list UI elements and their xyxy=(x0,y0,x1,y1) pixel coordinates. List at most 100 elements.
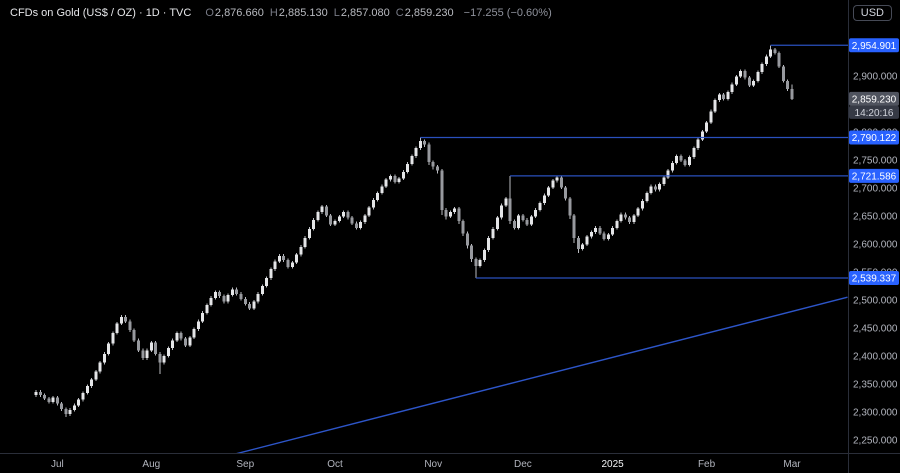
time-axis[interactable]: Jul Aug Sep Oct Nov Dec 2025 Feb Mar xyxy=(0,453,848,473)
candle xyxy=(401,170,405,181)
candle xyxy=(205,303,209,315)
candle xyxy=(68,408,72,416)
time-tick-label: Aug xyxy=(142,459,160,470)
candle xyxy=(269,267,273,280)
candle xyxy=(342,210,346,219)
candle xyxy=(683,158,687,167)
candle xyxy=(675,154,679,165)
candle xyxy=(491,227,495,240)
candle xyxy=(636,207,640,218)
candle xyxy=(769,45,773,59)
price-change: −17.255 (−0.60%) xyxy=(463,7,552,19)
candle xyxy=(137,338,141,353)
candle xyxy=(192,327,196,340)
candle xyxy=(722,92,726,101)
candle xyxy=(371,198,375,210)
time-tick-label: Nov xyxy=(424,459,442,470)
candle xyxy=(286,258,290,269)
candle xyxy=(354,221,358,230)
price-tick-label: 2,300.000 xyxy=(853,408,898,419)
candle xyxy=(487,236,491,252)
price-tick-label: 2,500.000 xyxy=(853,296,898,307)
candle xyxy=(230,287,234,297)
candle xyxy=(158,352,162,374)
candle xyxy=(43,393,47,401)
candle xyxy=(380,184,384,195)
candle xyxy=(431,160,435,170)
candle xyxy=(81,391,85,402)
candle xyxy=(273,259,277,271)
candle xyxy=(512,219,516,230)
candle xyxy=(367,205,371,218)
currency-unit-button[interactable]: USD xyxy=(852,5,892,21)
price-level-badge: 2,954.901 xyxy=(849,38,899,53)
candle xyxy=(773,48,777,55)
trendline[interactable] xyxy=(211,296,848,460)
candle xyxy=(248,302,252,311)
candle xyxy=(606,232,610,241)
candle xyxy=(60,401,64,411)
candle xyxy=(166,346,170,358)
plot-area[interactable] xyxy=(34,44,849,460)
candle xyxy=(504,196,508,208)
candle xyxy=(623,212,627,220)
candle xyxy=(218,290,222,298)
candle xyxy=(312,218,316,231)
candle xyxy=(730,82,734,94)
candle xyxy=(256,292,260,304)
candle xyxy=(179,331,183,341)
candle xyxy=(324,204,328,218)
candle xyxy=(576,236,580,253)
candle xyxy=(235,287,239,296)
candle xyxy=(739,69,743,79)
candle xyxy=(585,235,589,247)
time-tick-label: Mar xyxy=(783,459,801,470)
candle xyxy=(132,328,136,342)
candle xyxy=(303,236,307,249)
candle xyxy=(410,154,414,166)
candle xyxy=(670,161,674,173)
candle xyxy=(64,407,68,418)
candle xyxy=(107,342,111,356)
time-tick-label: 2025 xyxy=(601,459,624,470)
candle xyxy=(98,361,102,374)
symbol-title[interactable]: CFDs on Gold (US$ / OZ) · 1D · TVC xyxy=(10,7,192,19)
price-level-badge-label: 2,721.586 xyxy=(852,171,897,182)
candle xyxy=(359,220,363,230)
candle xyxy=(598,226,602,236)
ohlc-close: C 2,859.230 xyxy=(395,7,454,19)
candle xyxy=(465,231,469,249)
candle xyxy=(154,340,158,356)
candle xyxy=(448,210,452,219)
candle xyxy=(687,155,691,167)
candle xyxy=(508,175,512,224)
candle xyxy=(389,174,393,182)
candle xyxy=(141,348,145,360)
candle xyxy=(641,199,645,211)
candle xyxy=(260,284,264,296)
candle xyxy=(175,331,179,342)
price-level-badge: 2,790.122 xyxy=(849,130,899,145)
candle xyxy=(619,212,623,223)
candle xyxy=(611,226,615,237)
candle xyxy=(500,203,504,220)
price-axis[interactable]: 2,900.0002,800.0002,750.0002,700.0002,65… xyxy=(848,0,900,453)
candle xyxy=(222,294,226,304)
candle xyxy=(397,176,401,184)
price-tick-label: 2,900.000 xyxy=(853,72,898,83)
candle xyxy=(337,214,341,223)
bar-countdown-label: 14:20:16 xyxy=(855,108,894,119)
candle xyxy=(709,109,713,125)
time-tick-label: Dec xyxy=(514,459,532,470)
candle xyxy=(290,260,294,269)
price-tick-label: 2,350.000 xyxy=(853,380,898,391)
candle xyxy=(427,142,431,166)
candle xyxy=(329,213,333,227)
candle xyxy=(102,352,106,365)
candle xyxy=(752,79,756,88)
price-level-badge: 2,539.337 xyxy=(849,270,899,285)
candle xyxy=(696,137,700,150)
candle xyxy=(542,193,546,205)
candle xyxy=(77,398,81,407)
